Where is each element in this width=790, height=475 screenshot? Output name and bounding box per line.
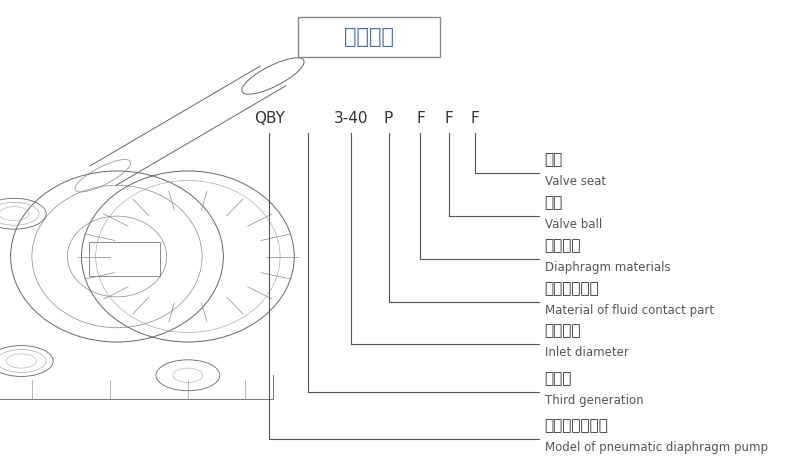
Text: P: P: [384, 111, 393, 126]
Text: 3-40: 3-40: [333, 111, 368, 126]
Text: Valve ball: Valve ball: [544, 218, 602, 231]
Text: 阀球: 阀球: [544, 195, 562, 210]
Text: Model of pneumatic diaphragm pump: Model of pneumatic diaphragm pump: [544, 441, 768, 455]
Text: 进料口径: 进料口径: [544, 323, 581, 339]
Text: Valve seat: Valve seat: [544, 175, 606, 189]
FancyBboxPatch shape: [298, 17, 439, 57]
Text: 隔膜材质: 隔膜材质: [544, 238, 581, 253]
Text: Diaphragm materials: Diaphragm materials: [544, 261, 670, 274]
Text: Third generation: Third generation: [544, 394, 643, 407]
Text: F: F: [416, 111, 425, 126]
Text: QBY: QBY: [254, 111, 285, 126]
Text: 阀座: 阀座: [544, 152, 562, 168]
Text: 气动隔膜泵型号: 气动隔膜泵型号: [544, 418, 608, 434]
Text: F: F: [471, 111, 480, 126]
Bar: [88, 242, 160, 276]
Text: 第三代: 第三代: [544, 371, 572, 386]
Text: Inlet diameter: Inlet diameter: [544, 346, 628, 360]
Text: 过流部件材质: 过流部件材质: [544, 281, 600, 296]
Text: 型号说明: 型号说明: [344, 27, 393, 47]
Text: Material of fluid contact part: Material of fluid contact part: [544, 304, 713, 317]
Text: F: F: [445, 111, 453, 126]
